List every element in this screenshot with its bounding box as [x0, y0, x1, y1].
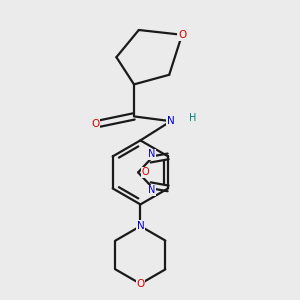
Text: N: N	[136, 221, 144, 231]
Text: O: O	[136, 279, 145, 289]
Text: N: N	[167, 116, 175, 126]
Text: N: N	[148, 149, 155, 160]
Text: H: H	[189, 113, 196, 123]
Text: N: N	[148, 185, 155, 195]
Text: O: O	[141, 167, 149, 177]
Text: O: O	[92, 119, 100, 129]
Text: O: O	[178, 30, 186, 40]
